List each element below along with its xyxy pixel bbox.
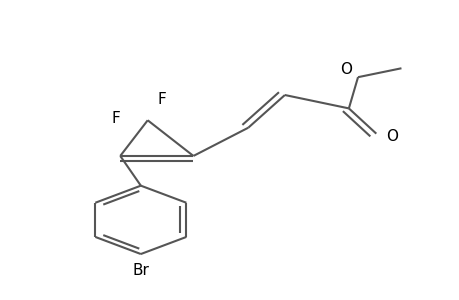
Text: Br: Br — [132, 263, 149, 278]
Text: O: O — [340, 62, 352, 77]
Text: F: F — [157, 92, 165, 107]
Text: F: F — [111, 111, 120, 126]
Text: O: O — [386, 129, 397, 144]
